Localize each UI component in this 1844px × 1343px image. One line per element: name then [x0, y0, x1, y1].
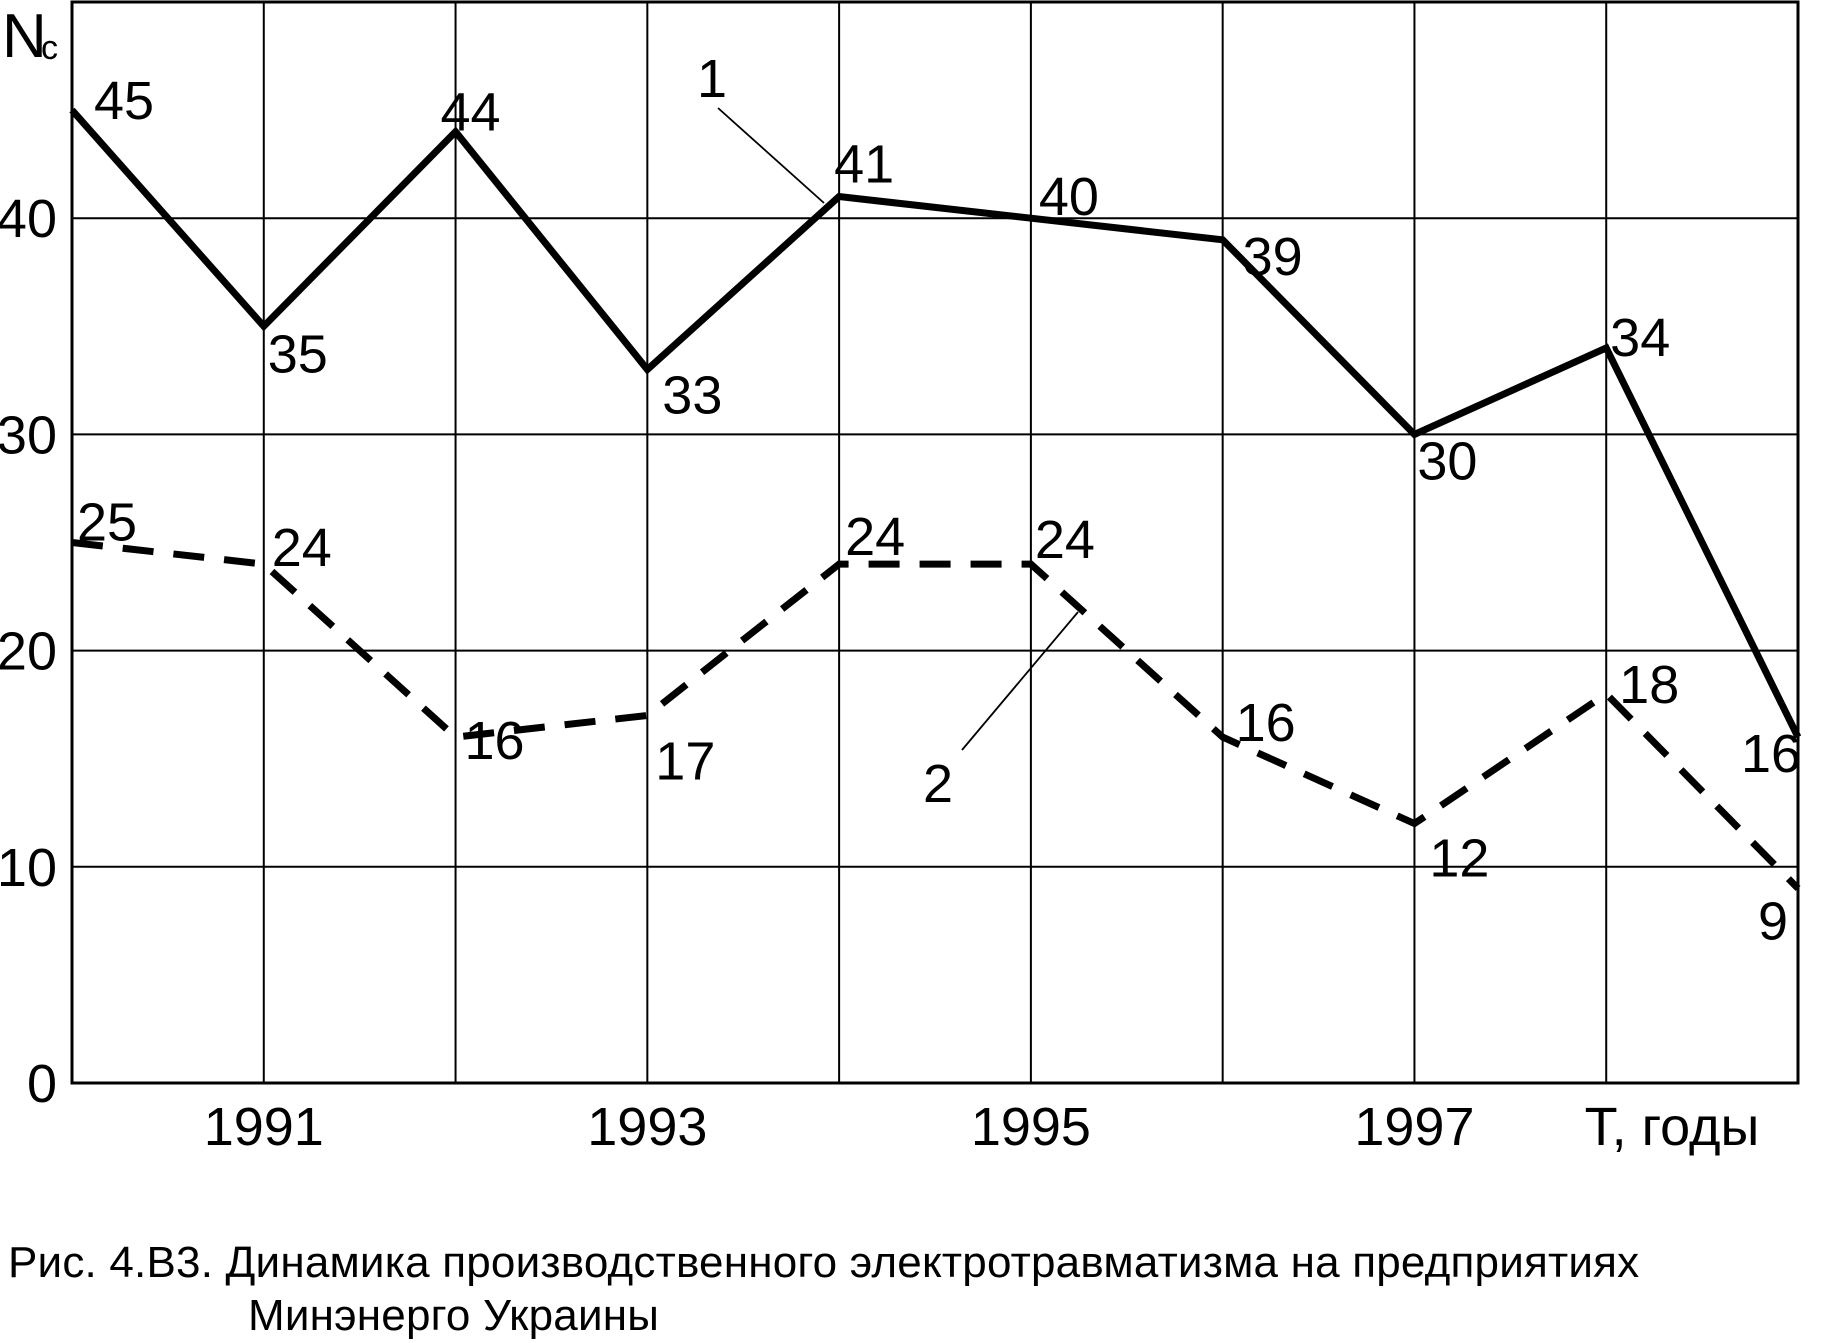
- data-label-series2-1992: 16: [465, 711, 525, 771]
- data-label-series2-1994: 24: [845, 507, 905, 567]
- y-axis-label-subscript: c: [41, 29, 58, 67]
- data-label-series2-1991: 24: [272, 518, 332, 578]
- series-2-number-label: 2: [923, 754, 953, 814]
- data-label-series1-1999: 16: [1741, 724, 1801, 784]
- figure-caption-line2: Минэнерго Украины: [248, 1291, 660, 1340]
- data-label-series2-1995: 24: [1035, 510, 1095, 570]
- x-axis-label: Т, годы: [1585, 1097, 1760, 1157]
- y-axis-label: Nc: [2, 2, 58, 71]
- data-label-series1-1995: 40: [1039, 167, 1099, 227]
- data-label-series1-1997: 30: [1417, 431, 1477, 491]
- y-tick-label-40: 40: [0, 189, 57, 249]
- data-label-series2-1990: 25: [77, 493, 137, 553]
- figure-caption-line1: Рис. 4.В3. Динамика производственного эл…: [8, 1238, 1640, 1287]
- x-tick-label-1997: 1997: [1354, 1097, 1474, 1157]
- data-label-series1-1993: 33: [662, 366, 722, 426]
- x-tick-label-1991: 1991: [204, 1097, 324, 1157]
- data-label-series1-1992: 44: [441, 83, 501, 143]
- data-label-series1-1991: 35: [268, 324, 328, 384]
- series-2-leader-line: [961, 611, 1079, 751]
- y-tick-label-0: 0: [27, 1054, 57, 1114]
- data-label-series2-1997: 12: [1429, 829, 1489, 889]
- series-1-number-label: 1: [697, 49, 727, 109]
- data-label-series2-1993: 17: [655, 731, 715, 791]
- x-tick-label-1995: 1995: [971, 1097, 1091, 1157]
- data-label-series2-1999: 9: [1758, 891, 1788, 951]
- data-label-series1-1998: 34: [1610, 308, 1670, 368]
- data-label-series1-1996: 39: [1243, 227, 1303, 287]
- y-tick-label-30: 30: [0, 405, 57, 465]
- series-2-line: [71, 539, 1801, 891]
- data-label-series1-1990: 45: [94, 71, 154, 131]
- y-tick-label-20: 20: [0, 622, 57, 682]
- data-label-series1-1994: 41: [834, 135, 894, 195]
- data-label-series2-1998: 18: [1619, 655, 1679, 715]
- series-1-leader-line: [717, 107, 825, 204]
- series-1-line: [69, 107, 1802, 739]
- x-tick-label-1993: 1993: [587, 1097, 707, 1157]
- data-label-series2-1996: 16: [1236, 693, 1296, 753]
- y-tick-label-10: 10: [0, 838, 57, 898]
